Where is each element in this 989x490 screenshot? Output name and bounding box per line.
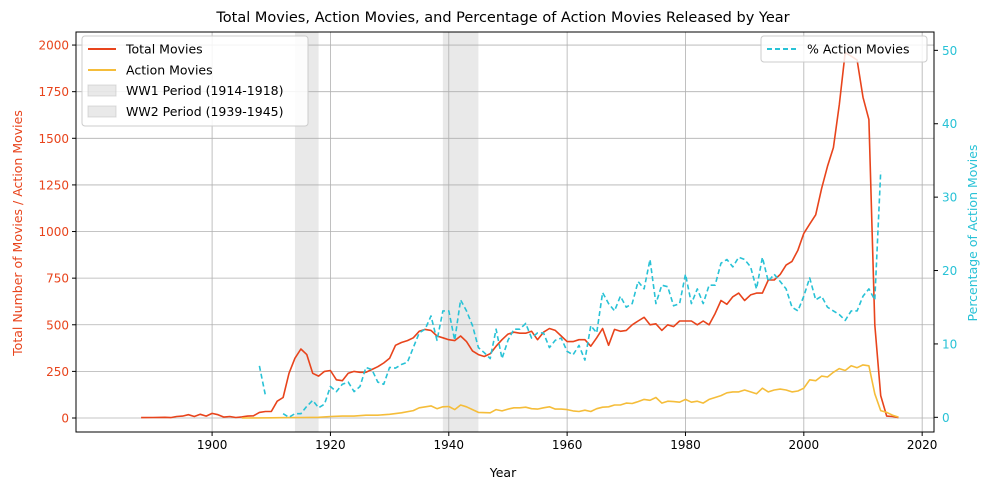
y-left-tick-label: 750: [46, 272, 69, 286]
x-axis-label: Year: [489, 465, 517, 480]
y-axis-right-label: Percentage of Action Movies: [965, 145, 980, 322]
legend-ww1-label: WW1 Period (1914-1918): [126, 83, 283, 98]
y-left-tick-label: 2000: [38, 39, 69, 53]
y-left-tick-label: 500: [46, 318, 69, 332]
axes: 1900 1920 1940 1960 1980 2000 2020025050075010…: [38, 31, 957, 452]
y-right-tick-label: 10: [942, 337, 957, 351]
x-tick-label: 2000: [789, 438, 820, 452]
y-left-tick-label: 1750: [38, 85, 69, 99]
series-line-3-segment-1: [258, 365, 267, 396]
series-line-3-segment-2: [282, 171, 882, 419]
y-right-tick-label: 0: [942, 411, 950, 425]
x-tick-label: 1940: [434, 438, 465, 452]
legend-ww1-swatch: [87, 84, 117, 97]
x-tick-label: 1900: [197, 438, 228, 452]
legend-total-label: Total Movies: [125, 42, 203, 57]
x-tick-label: 1920: [315, 438, 346, 452]
series-line-1: [141, 51, 899, 419]
legend-action-label: Action Movies: [126, 63, 213, 78]
y-right-tick-label: 20: [942, 264, 957, 278]
legend-ww2-label: WW2 Period (1939-1945): [126, 104, 283, 119]
legend-right-frame: [760, 35, 928, 63]
x-tick-label: 2020: [907, 438, 938, 452]
legend-ww2-swatch: [87, 105, 117, 118]
chart-title: Total Movies, Action Movies, and Percent…: [215, 10, 789, 26]
y-right-tick-label: 30: [942, 191, 957, 205]
legend-left: Total Movies Action Movies WW1 Period (1…: [81, 35, 309, 127]
legend-left-frame: [81, 35, 309, 127]
y-right-tick-label: 50: [942, 44, 957, 58]
series-line-2: [241, 364, 899, 419]
y-left-tick-label: 1250: [38, 178, 69, 192]
legend-percent-label: % Action Movies: [807, 42, 909, 57]
y-left-tick-label: 1000: [38, 225, 69, 239]
y-left-tick-label: 250: [46, 365, 69, 379]
x-tick-label: 1960: [552, 438, 583, 452]
series-lines: [141, 51, 899, 419]
y-axis-left-label: Total Number of Movies / Action Movies: [10, 110, 25, 357]
y-left-tick-label: 0: [61, 412, 69, 426]
legend-right: % Action Movies: [760, 35, 928, 63]
shaded-period-1: [294, 32, 319, 432]
y-left-tick-label: 1500: [38, 132, 69, 146]
y-right-tick-label: 40: [942, 117, 957, 131]
x-tick-label: 1980: [670, 438, 701, 452]
